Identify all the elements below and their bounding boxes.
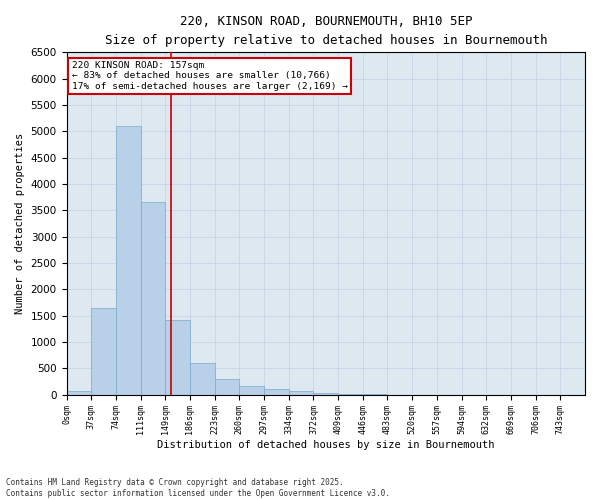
Text: 220 KINSON ROAD: 157sqm
← 83% of detached houses are smaller (10,766)
17% of sem: 220 KINSON ROAD: 157sqm ← 83% of detache… (72, 61, 348, 90)
Bar (313, 392, 338, 394)
Bar (165, 320, 190, 394)
Bar (264, 389, 289, 394)
Title: 220, KINSON ROAD, BOURNEMOUTH, BH10 5EP
Size of property relative to detached ho: 220, KINSON ROAD, BOURNEMOUTH, BH10 5EP … (104, 15, 547, 47)
Bar (67, 391, 91, 394)
Bar (190, 363, 215, 394)
Bar (140, 202, 165, 394)
X-axis label: Distribution of detached houses by size in Bournemouth: Distribution of detached houses by size … (157, 440, 494, 450)
Text: Contains HM Land Registry data © Crown copyright and database right 2025.
Contai: Contains HM Land Registry data © Crown c… (6, 478, 390, 498)
Bar (91, 308, 116, 394)
Bar (116, 126, 140, 394)
Y-axis label: Number of detached properties: Number of detached properties (15, 133, 25, 314)
Bar (289, 391, 313, 394)
Bar (239, 386, 264, 394)
Bar (215, 379, 239, 394)
